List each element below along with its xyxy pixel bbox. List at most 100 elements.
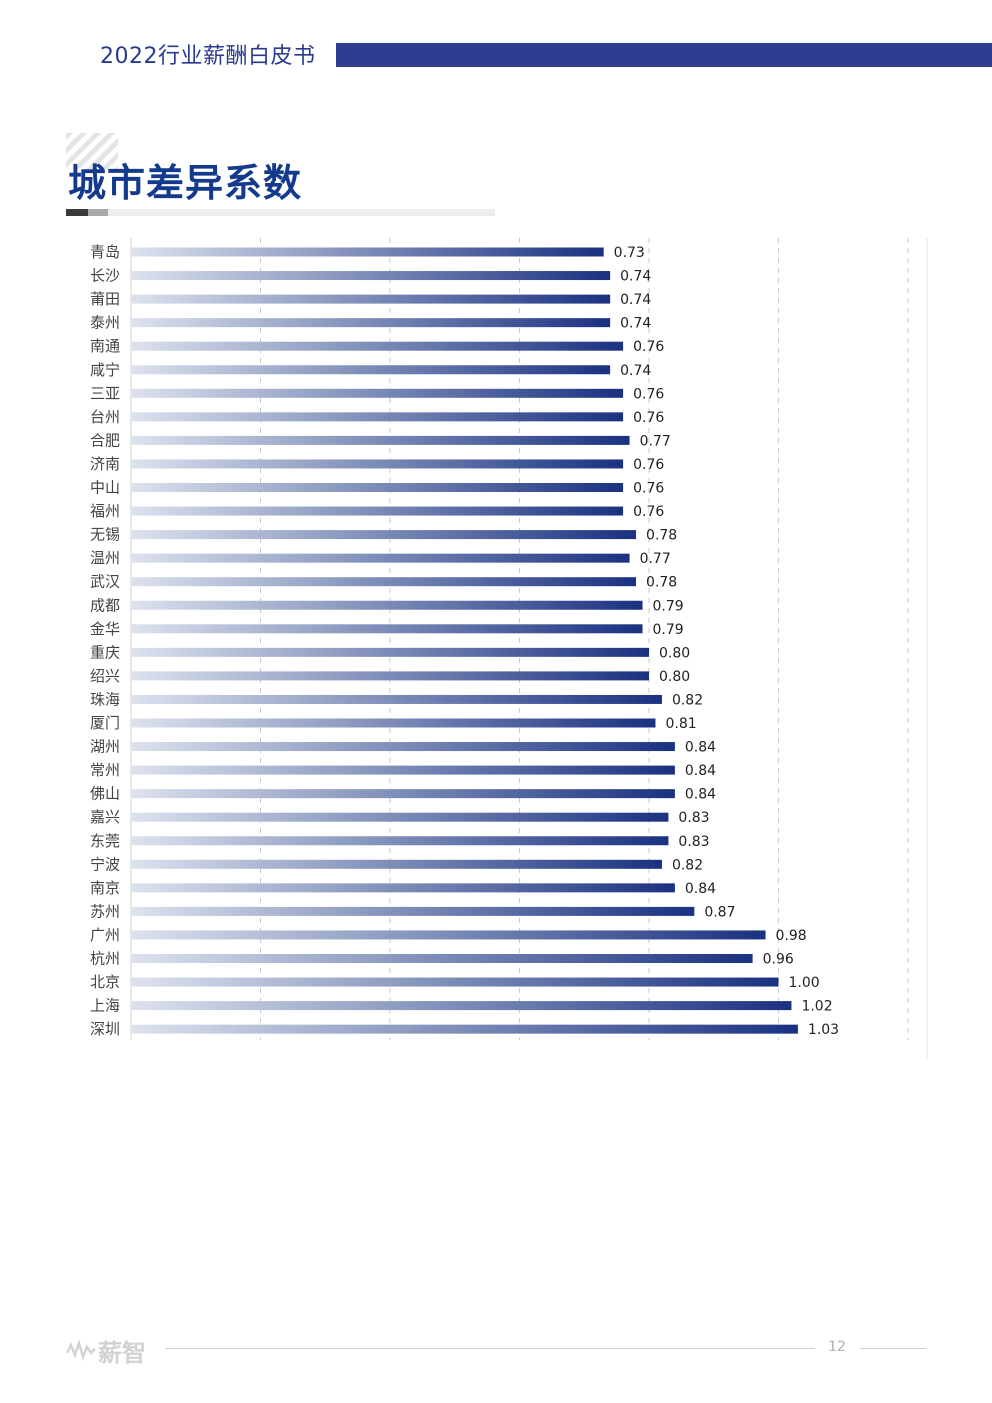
value-label: 0.84 bbox=[685, 740, 716, 756]
bar-3 bbox=[131, 294, 611, 304]
category-label: 台州 bbox=[90, 408, 120, 426]
category-label: 三亚 bbox=[90, 384, 120, 402]
bar-7 bbox=[131, 388, 624, 398]
value-label: 0.83 bbox=[678, 834, 709, 850]
category-label: 济南 bbox=[90, 455, 120, 473]
value-label: 0.74 bbox=[620, 269, 651, 285]
category-label: 广州 bbox=[90, 926, 120, 944]
value-label: 0.96 bbox=[763, 952, 794, 968]
category-label: 东莞 bbox=[90, 832, 120, 850]
bar-10 bbox=[131, 459, 624, 469]
category-label: 重庆 bbox=[90, 643, 120, 661]
title-underline-light bbox=[108, 209, 495, 216]
value-label: 0.81 bbox=[665, 716, 696, 732]
bar-30 bbox=[131, 930, 766, 940]
value-label: 0.83 bbox=[678, 810, 709, 826]
bar-14 bbox=[131, 553, 630, 563]
category-label: 长沙 bbox=[90, 267, 120, 285]
value-label: 0.74 bbox=[620, 292, 651, 308]
bar-22 bbox=[131, 742, 675, 752]
value-label: 0.78 bbox=[646, 575, 677, 591]
logo-wave-icon bbox=[66, 1339, 96, 1361]
category-label: 中山 bbox=[90, 479, 120, 497]
bar-4 bbox=[131, 318, 611, 328]
category-label: 青岛 bbox=[90, 243, 120, 261]
bar-6 bbox=[131, 365, 611, 375]
value-label: 0.84 bbox=[685, 763, 716, 779]
value-label: 0.76 bbox=[633, 481, 664, 497]
title-underline-gray bbox=[88, 209, 108, 216]
category-label: 嘉兴 bbox=[90, 808, 120, 826]
value-label: 0.79 bbox=[653, 622, 684, 638]
bar-16 bbox=[131, 600, 643, 610]
value-label: 0.76 bbox=[633, 386, 664, 402]
value-label: 0.78 bbox=[646, 528, 677, 544]
category-label: 武汉 bbox=[90, 573, 120, 591]
category-label: 南通 bbox=[90, 337, 120, 355]
value-label: 0.77 bbox=[640, 551, 671, 567]
value-label: 0.76 bbox=[633, 457, 664, 473]
value-label: 0.82 bbox=[672, 692, 703, 708]
value-label: 0.98 bbox=[776, 928, 807, 944]
category-label: 厦门 bbox=[90, 714, 120, 732]
category-label: 杭州 bbox=[90, 950, 120, 968]
bar-34 bbox=[131, 1024, 798, 1034]
category-label: 金华 bbox=[90, 620, 120, 638]
value-label: 0.80 bbox=[659, 645, 690, 661]
bar-20 bbox=[131, 694, 662, 704]
bar-13 bbox=[131, 530, 637, 540]
title-underline-dark bbox=[66, 209, 88, 216]
bar-25 bbox=[131, 812, 669, 822]
bar-2 bbox=[131, 271, 611, 281]
footer-divider-right bbox=[860, 1348, 926, 1349]
category-label: 湖州 bbox=[90, 738, 120, 756]
logo-text: 薪智 bbox=[98, 1338, 146, 1367]
bar-12 bbox=[131, 506, 624, 516]
category-label: 常州 bbox=[90, 761, 120, 779]
bar-8 bbox=[131, 412, 624, 422]
value-label: 1.02 bbox=[801, 999, 832, 1015]
report-title: 2022行业薪酬白皮书 bbox=[100, 44, 316, 69]
value-label: 0.74 bbox=[620, 316, 651, 332]
category-label: 南京 bbox=[90, 879, 120, 897]
value-label: 0.76 bbox=[633, 504, 664, 520]
category-label: 佛山 bbox=[90, 785, 120, 803]
bar-1 bbox=[131, 247, 604, 257]
bar-27 bbox=[131, 859, 662, 869]
category-label: 莆田 bbox=[90, 290, 120, 308]
bar-21 bbox=[131, 718, 656, 728]
category-label: 北京 bbox=[90, 973, 120, 991]
bar-32 bbox=[131, 977, 779, 987]
value-label: 0.77 bbox=[640, 433, 671, 449]
section-title: 城市差异系数 bbox=[68, 161, 303, 205]
value-label: 0.79 bbox=[653, 598, 684, 614]
bar-23 bbox=[131, 765, 675, 775]
footer-divider-left bbox=[165, 1348, 815, 1349]
category-label: 上海 bbox=[90, 997, 120, 1015]
category-label: 珠海 bbox=[90, 690, 120, 708]
category-label: 咸宁 bbox=[90, 361, 120, 379]
value-label: 0.76 bbox=[633, 410, 664, 426]
value-label: 0.80 bbox=[659, 669, 690, 685]
bar-9 bbox=[131, 435, 630, 445]
category-label: 成都 bbox=[90, 596, 120, 614]
category-label: 苏州 bbox=[90, 902, 120, 920]
category-label: 温州 bbox=[90, 549, 120, 567]
bar-24 bbox=[131, 789, 675, 799]
category-label: 宁波 bbox=[90, 855, 120, 873]
city-coefficient-bar-chart: 青岛 0.73 长沙 0.74 莆田 0.74 泰州 0.74 南通 0.76 咸宁 0.74 三亚 0.… bbox=[90, 238, 928, 1060]
value-label: 0.73 bbox=[614, 245, 645, 261]
bar-18 bbox=[131, 647, 649, 657]
value-label: 1.00 bbox=[789, 975, 820, 991]
page-number: 12 bbox=[828, 1339, 846, 1355]
value-label: 0.82 bbox=[672, 857, 703, 873]
category-label: 绍兴 bbox=[90, 667, 120, 685]
value-label: 0.84 bbox=[685, 787, 716, 803]
chart-bars bbox=[131, 247, 798, 1034]
value-label: 0.76 bbox=[633, 339, 664, 355]
bar-26 bbox=[131, 836, 669, 846]
bar-33 bbox=[131, 1001, 792, 1011]
bar-11 bbox=[131, 483, 624, 492]
bar-19 bbox=[131, 671, 649, 681]
value-label: 1.03 bbox=[808, 1022, 839, 1038]
